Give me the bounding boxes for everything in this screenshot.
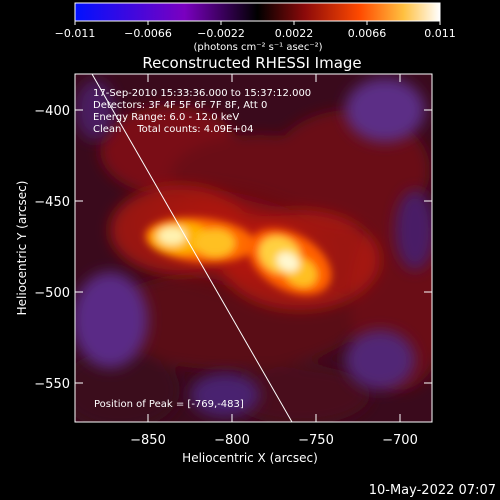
colorbar-tick-marks — [74, 21, 441, 25]
y-tick-label: −450 — [34, 195, 70, 210]
info-panel: 17-Sep-2010 15:33:36.000 to 15:37:12.000… — [93, 88, 311, 135]
footer-date: 10-May-2022 07:07 — [369, 483, 496, 498]
colorbar-tick-label: −0.0066 — [124, 27, 172, 40]
colorbar-gradient — [74, 2, 441, 22]
time-range: 17-Sep-2010 15:33:36.000 to 15:37:12.000 — [93, 88, 311, 99]
colorbar-tick-label: 0.0066 — [348, 27, 387, 40]
clean-counts: Clean Total counts: 4.09E+04 — [93, 124, 253, 135]
solar-limb-line — [91, 74, 293, 422]
y-axis-label: Heliocentric Y (arcsec) — [15, 181, 29, 316]
colorbar-tick-label: 0.011 — [424, 27, 456, 40]
x-tick-label: −800 — [214, 433, 250, 448]
colorbar-tick-label: −0.011 — [55, 27, 96, 40]
x-tick-label: −700 — [382, 433, 418, 448]
x-axis-label: Heliocentric X (arcsec) — [182, 451, 318, 465]
detectors: Detectors: 3F 4F 5F 6F 7F 8F, Att 0 — [93, 100, 267, 111]
x-tick-marks — [75, 74, 432, 422]
x-tick-label: −750 — [298, 433, 334, 448]
colorbar-units: (photons cm⁻² s⁻¹ asec⁻²) — [193, 42, 322, 53]
colorbar-tick-label: −0.0022 — [197, 27, 245, 40]
plot-frame — [74, 73, 433, 423]
energy-range: Energy Range: 6.0 - 12.0 keV — [93, 112, 239, 123]
x-tick-label: −850 — [130, 433, 166, 448]
image-title: Reconstructed RHESSI Image — [142, 54, 361, 72]
rhessi-image — [75, 74, 432, 422]
y-tick-label: −500 — [34, 286, 70, 301]
y-tick-label: −550 — [34, 377, 70, 392]
y-tick-label: −400 — [34, 104, 70, 119]
colorbar-tick-label: 0.0022 — [275, 27, 314, 40]
peak-position: Position of Peak = [-769,-483] — [94, 399, 244, 410]
colorbar: −0.011 −0.0066 −0.0022 0.0022 0.0066 0.0… — [55, 2, 456, 53]
